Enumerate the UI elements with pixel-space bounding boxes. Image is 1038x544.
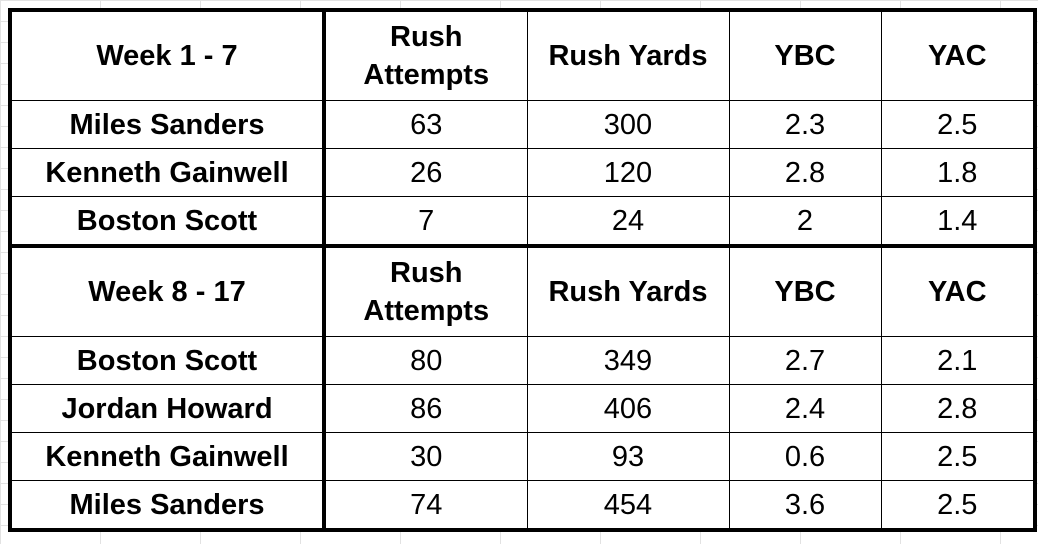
yac-cell: 2.5: [880, 480, 1036, 531]
ybc-cell: 0.6: [728, 432, 882, 481]
rush-attempts-cell: 74: [323, 480, 528, 531]
rush-attempts-cell: 80: [323, 336, 528, 385]
rush-yards-cell: 93: [526, 432, 730, 481]
player-name-cell: Jordan Howard: [9, 384, 326, 433]
table-row: Boston Scott 80 349 2.7 2.1: [9, 336, 1036, 385]
column-header-yac: YAC: [880, 9, 1036, 101]
group-label: Week 1 - 7: [9, 9, 326, 101]
player-name-cell: Kenneth Gainwell: [9, 148, 326, 197]
rush-yards-cell: 406: [526, 384, 730, 433]
column-header-rush-attempts: Rush Attempts: [323, 244, 528, 337]
table-row: Jordan Howard 86 406 2.4 2.8: [9, 384, 1036, 433]
yac-cell: 2.8: [880, 384, 1036, 433]
table-row: Kenneth Gainwell 30 93 0.6 2.5: [9, 432, 1036, 481]
group-header-row: Week 1 - 7 Rush Attempts Rush Yards YBC YAC: [9, 9, 1036, 101]
column-header-rush-yards: Rush Yards: [526, 244, 730, 337]
rush-attempts-cell: 7: [323, 196, 528, 247]
yac-cell: 2.5: [880, 100, 1036, 149]
ybc-cell: 3.6: [728, 480, 882, 531]
yac-cell: 1.8: [880, 148, 1036, 197]
player-name-cell: Miles Sanders: [9, 480, 326, 531]
player-name-cell: Boston Scott: [9, 196, 326, 247]
rush-yards-cell: 300: [526, 100, 730, 149]
rushing-stats-body: Week 1 - 7 Rush Attempts Rush Yards YBC YAC M…: [9, 9, 1036, 531]
rush-yards-cell: 349: [526, 336, 730, 385]
ybc-cell: 2.4: [728, 384, 882, 433]
rush-yards-cell: 24: [526, 196, 730, 247]
table-row: Boston Scott 7 24 2 1.4: [9, 196, 1036, 247]
ybc-cell: 2.7: [728, 336, 882, 385]
ybc-cell: 2: [728, 196, 882, 247]
rush-attempts-cell: 86: [323, 384, 528, 433]
rush-attempts-cell: 26: [323, 148, 528, 197]
yac-cell: 2.5: [880, 432, 1036, 481]
yac-cell: 1.4: [880, 196, 1036, 247]
ybc-cell: 2.8: [728, 148, 882, 197]
ybc-cell: 2.3: [728, 100, 882, 149]
column-header-yac: YAC: [880, 244, 1036, 337]
rush-attempts-cell: 63: [323, 100, 528, 149]
rush-attempts-cell: 30: [323, 432, 528, 481]
rush-yards-cell: 454: [526, 480, 730, 531]
table-row: Kenneth Gainwell 26 120 2.8 1.8: [9, 148, 1036, 197]
table-row: Miles Sanders 63 300 2.3 2.5: [9, 100, 1036, 149]
column-header-ybc: YBC: [728, 244, 882, 337]
yac-cell: 2.1: [880, 336, 1036, 385]
table-row: Miles Sanders 74 454 3.6 2.5: [9, 480, 1036, 531]
column-header-rush-yards: Rush Yards: [526, 9, 730, 101]
rushing-stats-table: Week 1 - 7 Rush Attempts Rush Yards YBC YAC M…: [8, 8, 1037, 532]
player-name-cell: Boston Scott: [9, 336, 326, 385]
column-header-ybc: YBC: [728, 9, 882, 101]
player-name-cell: Miles Sanders: [9, 100, 326, 149]
rush-yards-cell: 120: [526, 148, 730, 197]
column-header-rush-attempts: Rush Attempts: [323, 9, 528, 101]
player-name-cell: Kenneth Gainwell: [9, 432, 326, 481]
group-header-row: Week 8 - 17 Rush Attempts Rush Yards YBC YAC: [9, 244, 1036, 337]
group-label: Week 8 - 17: [9, 244, 326, 337]
